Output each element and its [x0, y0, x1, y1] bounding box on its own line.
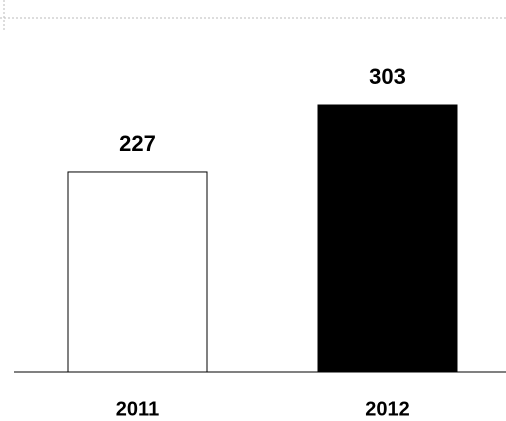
value-label: 227	[119, 131, 156, 156]
bar	[317, 104, 458, 373]
value-label: 303	[369, 64, 406, 89]
x-tick-label: 2012	[365, 398, 410, 420]
bar	[67, 171, 208, 373]
x-tick-label: 2011	[116, 398, 159, 420]
